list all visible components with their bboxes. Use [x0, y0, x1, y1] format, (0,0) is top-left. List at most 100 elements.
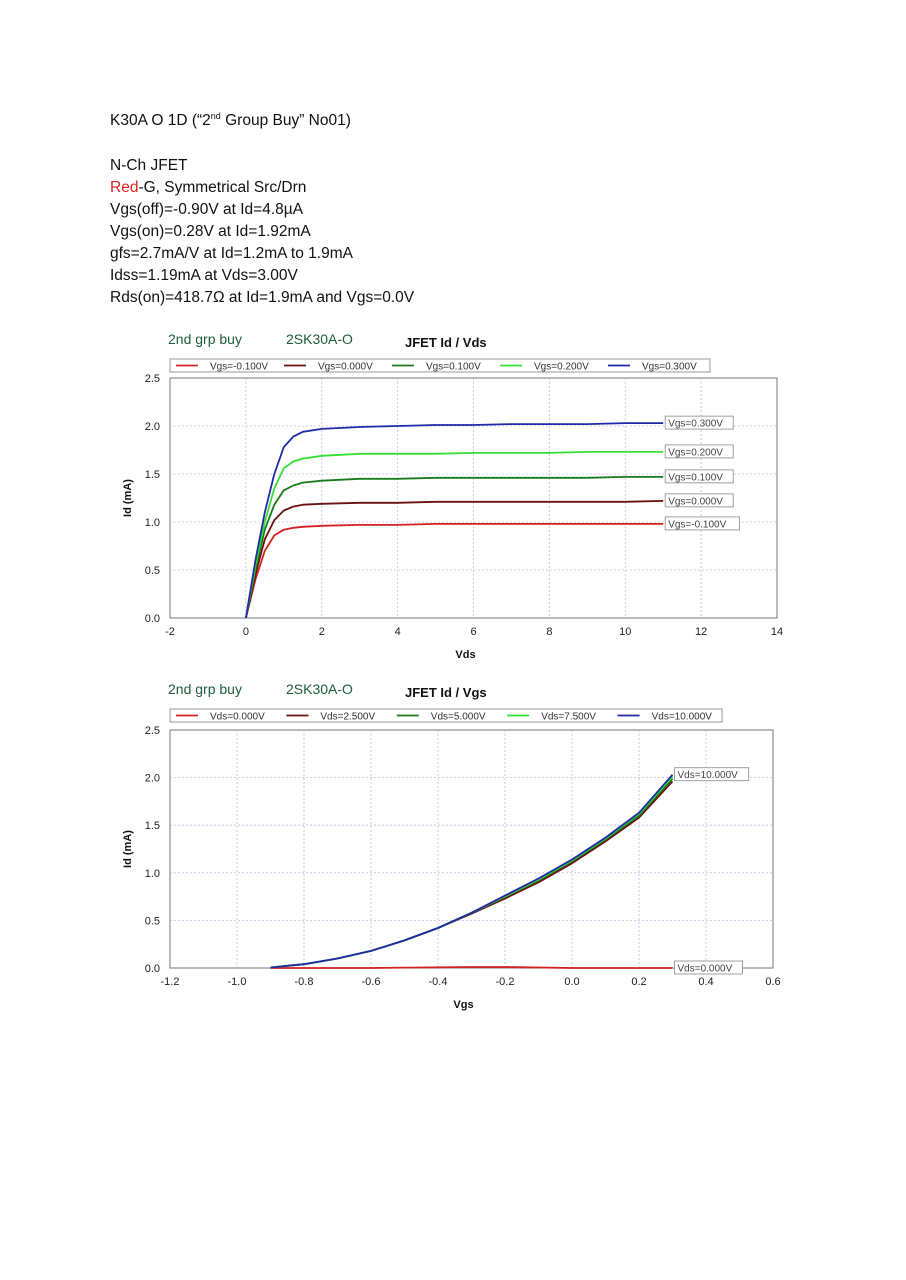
- document-text-block: K30A O 1D (“2nd Group Buy” No01) N-Ch JF…: [110, 110, 710, 312]
- y-tick-label: 2.0: [145, 421, 160, 433]
- end-label: Vgs=0.300V: [664, 415, 734, 430]
- x-tick-label: 0.0: [564, 976, 579, 988]
- end-label: Vds=10.000V: [674, 767, 750, 782]
- x-tick-label: -0.2: [496, 976, 515, 988]
- grid: [170, 730, 773, 968]
- series-line: [270, 966, 673, 969]
- chart-legend: Vds=0.000V Vds=2.500V Vds=5.000V Vds=7.500V…: [169, 708, 723, 723]
- spec-vgs-off: Vgs(off)=-0.90V at Id=4.8µA: [110, 201, 304, 218]
- end-label: Vgs=0.100V: [664, 469, 734, 484]
- spec-rds-on: Rds(on)=418.7Ω at Id=1.9mA and Vgs=0.0V: [110, 289, 415, 306]
- chart-title: JFET Id / Vgs: [405, 685, 487, 700]
- legend-entry: Vgs=0.200V: [534, 362, 589, 373]
- device-type: N-Ch JFET: [110, 157, 188, 174]
- series-line: [245, 522, 664, 619]
- end-label-box: [664, 469, 734, 484]
- chart-id-vds: 2nd grp buy 2SK30A-O JFET Id / Vds Vgs=-0.1…: [0, 322, 906, 667]
- legend-entry: Vgs=0.100V: [426, 362, 481, 373]
- x-tick-label: 10: [619, 626, 631, 638]
- chart-header-left: 2nd grp buy: [168, 331, 242, 347]
- gate-color-word: Red: [110, 179, 139, 196]
- legend-entry: Vgs=0.300V: [642, 362, 697, 373]
- end-label-text: Vds=0.000V: [678, 964, 733, 975]
- legend-entry: Vds=7.500V: [541, 712, 596, 723]
- chart-header-mid: 2SK30A-O: [286, 681, 353, 697]
- end-label: Vgs=-0.100V: [664, 516, 740, 531]
- end-label-text: Vgs=0.100V: [668, 472, 723, 483]
- y-tick-label: 0.5: [145, 915, 160, 927]
- x-axis-label: Vgs: [453, 999, 473, 1011]
- x-axis-label: Vds: [455, 649, 475, 661]
- end-label-text: Vgs=0.000V: [668, 496, 723, 507]
- x-tick-label: 0.2: [631, 976, 646, 988]
- title-part-1: K30A O 1D (“2: [110, 112, 211, 129]
- legend-entry: Vds=2.500V: [320, 712, 375, 723]
- x-tick-label: -0.6: [362, 976, 381, 988]
- legend-entry: Vds=10.000V: [652, 712, 713, 723]
- title-part-2: Group Buy” No01): [220, 112, 351, 129]
- document-title: K30A O 1D (“2nd Group Buy” No01): [110, 110, 351, 130]
- legend-entry: Vds=5.000V: [431, 712, 486, 723]
- end-label-box: [664, 444, 734, 459]
- y-tick-label: 0.0: [145, 613, 160, 625]
- end-label: Vds=0.000V: [674, 960, 743, 975]
- chart-title: JFET Id / Vds: [405, 335, 487, 350]
- end-label-text: Vgs=0.200V: [668, 447, 723, 458]
- gate-marking: Red-G, Symmetrical Src/Drn: [110, 179, 306, 197]
- x-tick-label: -0.4: [429, 976, 448, 988]
- legend-entry: Vds=0.000V: [210, 712, 265, 723]
- x-tick-label: 0.4: [698, 976, 713, 988]
- y-tick-label: 2.5: [145, 725, 160, 737]
- y-tick-label: 0.0: [145, 963, 160, 975]
- chart-header-mid: 2SK30A-O: [286, 331, 353, 347]
- end-label-box: [664, 415, 734, 430]
- legend-frame: [169, 358, 711, 373]
- spec-idss: Idss=1.19mA at Vds=3.00V: [110, 267, 298, 284]
- gate-rest: -G, Symmetrical Src/Drn: [138, 179, 307, 196]
- y-tick-label: 1.5: [145, 469, 160, 481]
- x-tick-label: -2: [165, 626, 175, 638]
- chart-id-vgs-svg: 2nd grp buy 2SK30A-O JFET Id / Vgs Vds=0.00…: [122, 681, 781, 1011]
- y-tick-label: 1.0: [145, 517, 160, 529]
- spec-gfs: gfs=2.7mA/V at Id=1.2mA to 1.9mA: [110, 245, 353, 262]
- end-label-box: [664, 493, 734, 508]
- spec-vgs-on: Vgs(on)=0.28V at Id=1.92mA: [110, 223, 311, 240]
- series-line: [245, 500, 664, 619]
- x-tick-label: 2: [319, 626, 325, 638]
- end-label-box: [664, 516, 740, 531]
- series-line: [245, 422, 664, 619]
- y-tick-label: 2.0: [145, 773, 160, 785]
- end-label: Vgs=0.200V: [664, 444, 734, 459]
- series-line: [245, 450, 664, 619]
- x-tick-label: 12: [695, 626, 707, 638]
- end-label-text: Vgs=-0.100V: [668, 519, 726, 530]
- x-tick-label: 8: [546, 626, 552, 638]
- chart-id-vds-svg: 2nd grp buy 2SK30A-O JFET Id / Vds Vgs=-0.1…: [122, 331, 783, 661]
- x-tick-label: -1.2: [161, 976, 180, 988]
- chart-id-vgs: 2nd grp buy 2SK30A-O JFET Id / Vgs Vds=0.00…: [0, 672, 906, 1022]
- series-line: [245, 475, 664, 619]
- x-tick-label: -0.8: [295, 976, 314, 988]
- y-tick-label: 2.5: [145, 373, 160, 385]
- y-axis-label: Id (mA): [122, 479, 134, 517]
- x-tick-label: 0.6: [765, 976, 780, 988]
- series-line: [270, 774, 674, 969]
- y-tick-label: 1.5: [145, 820, 160, 832]
- title-superscript: nd: [210, 110, 221, 121]
- end-label-text: Vgs=0.300V: [668, 419, 723, 430]
- end-label-box: [674, 767, 750, 782]
- x-tick-label: 4: [395, 626, 401, 638]
- legend-entry: Vgs=-0.100V: [210, 362, 268, 373]
- chart-legend: Vgs=-0.100V Vgs=0.000V Vgs=0.100V Vgs=0.200…: [169, 358, 711, 373]
- legend-entry: Vgs=0.000V: [318, 362, 373, 373]
- y-tick-label: 0.5: [145, 565, 160, 577]
- x-tick-label: 14: [771, 626, 783, 638]
- legend-frame: [169, 708, 723, 723]
- x-tick-label: -1.0: [228, 976, 247, 988]
- x-tick-label: 0: [243, 626, 249, 638]
- end-label: Vgs=0.000V: [664, 493, 734, 508]
- end-label-text: Vds=10.000V: [678, 770, 739, 781]
- plot-area: [169, 729, 774, 969]
- y-tick-label: 1.0: [145, 868, 160, 880]
- y-axis-label: Id (mA): [122, 830, 134, 868]
